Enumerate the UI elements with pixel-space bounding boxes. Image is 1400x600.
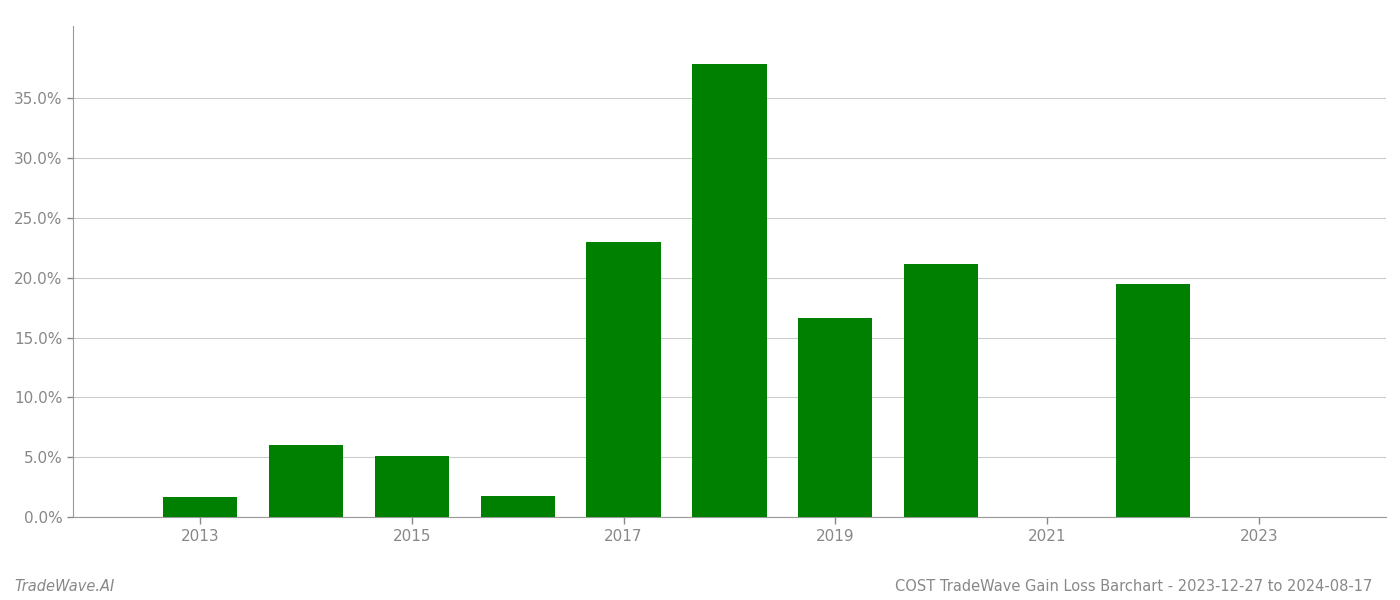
Bar — [798, 319, 872, 517]
Bar — [1116, 284, 1190, 517]
Bar — [375, 456, 449, 517]
Bar — [269, 445, 343, 517]
Text: COST TradeWave Gain Loss Barchart - 2023-12-27 to 2024-08-17: COST TradeWave Gain Loss Barchart - 2023… — [895, 579, 1372, 594]
Bar — [904, 265, 979, 517]
Text: TradeWave.AI: TradeWave.AI — [14, 579, 115, 594]
Bar — [693, 64, 767, 517]
Bar — [587, 242, 661, 517]
Bar — [480, 496, 554, 517]
Bar — [162, 497, 237, 517]
